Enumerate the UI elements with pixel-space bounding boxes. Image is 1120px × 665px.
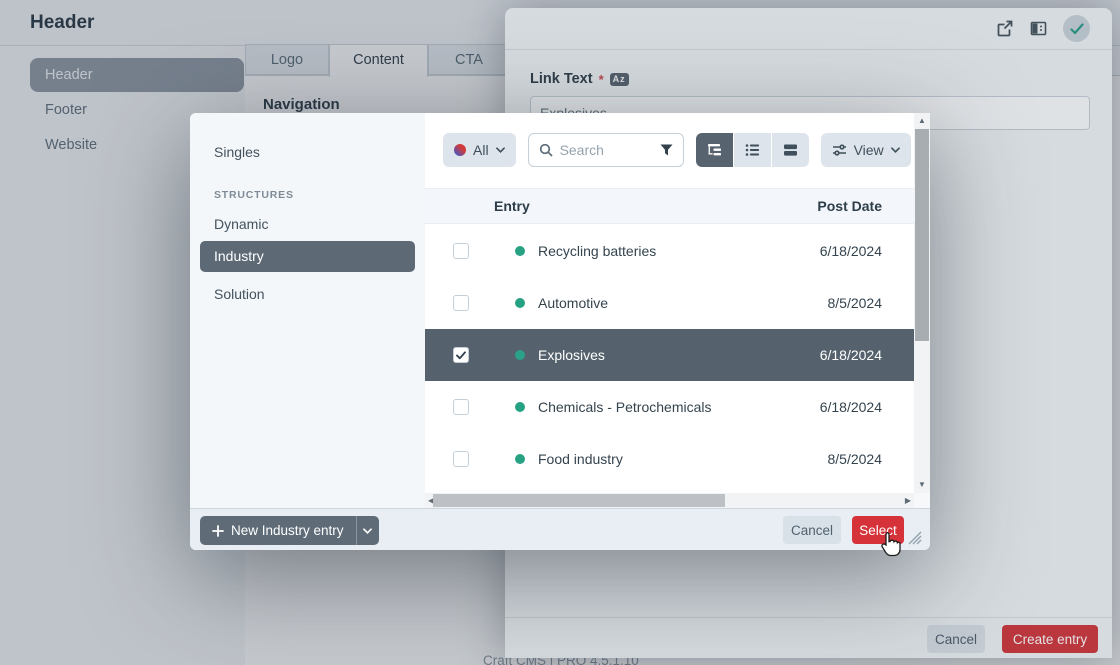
scroll-left-arrow[interactable]: ◀ xyxy=(428,496,435,505)
chevron-down-icon xyxy=(890,147,900,153)
new-entry-menu-button[interactable] xyxy=(355,516,379,545)
page-sidebar-item-website[interactable]: Website xyxy=(45,137,98,153)
page-title: Header xyxy=(30,12,95,33)
slideout-footer: Cancel Create entry xyxy=(505,617,1112,658)
create-entry-button[interactable]: Create entry xyxy=(1002,625,1098,653)
required-asterisk: * xyxy=(598,71,604,87)
modal-footer: New Industry entry Cancel Select xyxy=(190,508,930,550)
sliders-icon xyxy=(832,144,846,156)
entry-title: Recycling batteries xyxy=(538,243,657,259)
vertical-scroll-thumb[interactable] xyxy=(915,129,929,341)
entry-post-date: 6/18/2024 xyxy=(819,347,882,363)
list-view-icon xyxy=(745,144,759,156)
source-item-solution[interactable]: Solution xyxy=(214,286,265,302)
column-header-post-date[interactable]: Post Date xyxy=(817,198,882,214)
plus-icon xyxy=(212,524,224,537)
structure-view-icon xyxy=(707,144,721,156)
resize-handle[interactable] xyxy=(908,531,923,546)
all-statuses-icon xyxy=(454,144,466,156)
entry-title: Automotive xyxy=(538,295,609,311)
modal-source-sidebar: Singles STRUCTURES Dynamic Industry Solu… xyxy=(190,113,425,508)
status-enabled-icon xyxy=(515,246,525,256)
horizontal-scroll-thumb[interactable] xyxy=(433,494,725,507)
row-checkbox[interactable] xyxy=(453,399,469,415)
tab-content[interactable]: Content xyxy=(329,44,428,77)
hand-cursor xyxy=(881,531,901,557)
search-input[interactable] xyxy=(559,142,653,158)
row-checkbox[interactable] xyxy=(453,243,469,259)
table-row-selected[interactable]: Explosives 6/18/2024 xyxy=(425,329,914,381)
new-entry-label: New Industry entry xyxy=(231,523,344,538)
link-text-field-label-row: Link Text * Az xyxy=(530,71,629,87)
row-checkbox-checked[interactable] xyxy=(453,347,469,363)
scrollbar-corner xyxy=(914,493,930,508)
page-sidebar-item-header[interactable]: Header xyxy=(30,58,244,92)
check-icon xyxy=(1069,22,1084,34)
status-enabled-icon xyxy=(515,298,525,308)
status-filter-button[interactable]: All xyxy=(443,133,516,167)
sidebar-toggle-icon[interactable] xyxy=(1029,19,1048,38)
source-item-singles[interactable]: Singles xyxy=(214,144,260,160)
scroll-down-arrow[interactable]: ▼ xyxy=(918,480,926,489)
source-item-industry[interactable]: Industry xyxy=(200,241,415,272)
structure-view-button[interactable] xyxy=(695,133,733,167)
modal-select-button[interactable]: Select xyxy=(852,516,904,544)
page-sidebar-item-footer[interactable]: Footer xyxy=(45,102,87,118)
field-label: Link Text xyxy=(530,71,593,87)
source-item-dynamic[interactable]: Dynamic xyxy=(214,216,269,232)
field-heading-navigation: Navigation xyxy=(263,96,340,113)
slideout-header xyxy=(505,8,1112,50)
view-menu-label: View xyxy=(853,142,884,158)
search-icon xyxy=(539,143,553,157)
row-checkbox[interactable] xyxy=(453,451,469,467)
view-mode-group xyxy=(695,133,809,167)
table-row[interactable]: Recycling batteries 6/18/2024 xyxy=(425,225,914,277)
tab-cta[interactable]: CTA xyxy=(428,44,510,75)
chevron-down-icon xyxy=(495,147,505,153)
entry-title: Explosives xyxy=(538,347,605,363)
cards-view-button[interactable] xyxy=(771,133,809,167)
table-row[interactable]: Automotive 8/5/2024 xyxy=(425,277,914,329)
entry-post-date: 8/5/2024 xyxy=(827,295,883,311)
external-link-icon[interactable] xyxy=(995,19,1014,38)
status-enabled-icon xyxy=(515,454,525,464)
entry-post-date: 6/18/2024 xyxy=(819,243,882,259)
chevron-down-icon xyxy=(363,527,372,534)
new-entry-split-button: New Industry entry xyxy=(200,516,379,545)
tab-logo[interactable]: Logo xyxy=(245,44,329,75)
entry-title: Food industry xyxy=(538,451,623,467)
entry-post-date: 6/18/2024 xyxy=(819,399,882,415)
status-enabled-icon xyxy=(515,350,525,360)
modal-cancel-button[interactable]: Cancel xyxy=(783,516,841,544)
table-header[interactable]: Entry Post Date xyxy=(425,188,914,224)
view-menu-button[interactable]: View xyxy=(820,133,911,167)
row-checkbox[interactable] xyxy=(453,295,469,311)
entry-select-modal: Singles STRUCTURES Dynamic Industry Solu… xyxy=(190,113,930,550)
search-box xyxy=(527,133,684,167)
source-group-heading: STRUCTURES xyxy=(214,189,294,201)
status-filter-label: All xyxy=(473,142,489,158)
entry-title: Chemicals - Petrochemicals xyxy=(538,399,712,415)
filter-funnel-icon[interactable] xyxy=(660,144,673,156)
column-header-entry[interactable]: Entry xyxy=(494,198,530,214)
horizontal-scrollbar[interactable]: ◀ ▶ xyxy=(425,493,914,508)
new-entry-button[interactable]: New Industry entry xyxy=(200,516,356,545)
scroll-right-arrow[interactable]: ▶ xyxy=(904,496,911,505)
scroll-up-arrow[interactable]: ▲ xyxy=(918,116,926,125)
entry-post-date: 8/5/2024 xyxy=(827,451,883,467)
modal-toolbar: All View xyxy=(443,133,911,167)
status-enabled-icon xyxy=(515,402,525,412)
confirm-check-button[interactable] xyxy=(1063,15,1090,42)
check-icon xyxy=(456,350,466,359)
modal-main-area: All View xyxy=(425,113,930,508)
table-row[interactable]: Food industry 8/5/2024 xyxy=(425,433,914,485)
slideout-cancel-button[interactable]: Cancel xyxy=(927,625,985,653)
table-row[interactable]: Chemicals - Petrochemicals 6/18/2024 xyxy=(425,381,914,433)
translatable-icon: Az xyxy=(609,72,629,86)
list-view-button[interactable] xyxy=(733,133,771,167)
vertical-scrollbar[interactable]: ▲ ▼ xyxy=(914,113,930,493)
cards-view-icon xyxy=(783,144,797,156)
